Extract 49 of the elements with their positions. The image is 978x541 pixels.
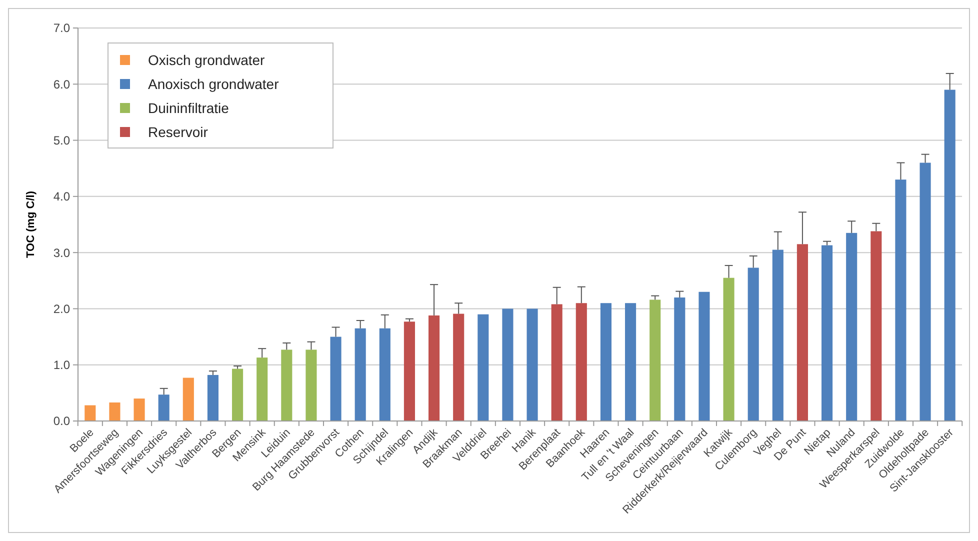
bar — [796, 244, 808, 421]
bar — [551, 304, 562, 421]
bar — [526, 308, 538, 421]
bar — [232, 368, 244, 421]
y-tick-label: 0.0 — [53, 414, 70, 428]
y-tick-label: 2.0 — [53, 302, 70, 316]
bar — [600, 303, 612, 421]
bar — [822, 245, 833, 421]
bar — [330, 336, 342, 421]
bar — [748, 268, 759, 421]
bar — [158, 394, 170, 421]
bar — [723, 278, 734, 421]
bar — [84, 405, 96, 421]
bar — [428, 315, 440, 421]
bar — [109, 402, 120, 421]
bar — [379, 328, 390, 421]
bar — [772, 250, 784, 421]
legend-label: Duininfiltratie — [148, 100, 230, 116]
bar — [453, 314, 464, 421]
bar — [354, 328, 366, 421]
y-axis-title: TOC (mg C/l) — [25, 190, 37, 258]
bar — [870, 231, 882, 421]
bar — [650, 300, 661, 421]
bar — [306, 350, 317, 421]
y-tick-label: 1.0 — [53, 358, 70, 372]
y-tick-label: 4.0 — [53, 190, 70, 204]
legend-label: Oxisch grondwater — [148, 52, 266, 68]
y-tick-label: 5.0 — [53, 133, 70, 148]
bar — [625, 303, 636, 421]
y-tick-label: 7.0 — [53, 21, 70, 36]
bar — [698, 292, 710, 421]
bar — [674, 297, 686, 421]
bar — [895, 180, 906, 421]
bar — [207, 374, 218, 421]
bar — [478, 314, 489, 421]
bar — [502, 308, 514, 421]
bar — [846, 232, 858, 421]
bar — [134, 398, 145, 421]
y-tick-label: 3.0 — [53, 246, 70, 260]
bar — [281, 350, 292, 421]
bar — [404, 322, 415, 421]
bar — [920, 162, 931, 421]
legend-label: Anoxisch grondwater — [148, 76, 280, 92]
y-tick-label: 6.0 — [53, 77, 70, 92]
legend-label: Reservoir — [148, 124, 208, 140]
bar — [944, 90, 956, 421]
bar — [182, 378, 194, 421]
bar — [256, 358, 268, 421]
bar — [576, 303, 587, 421]
